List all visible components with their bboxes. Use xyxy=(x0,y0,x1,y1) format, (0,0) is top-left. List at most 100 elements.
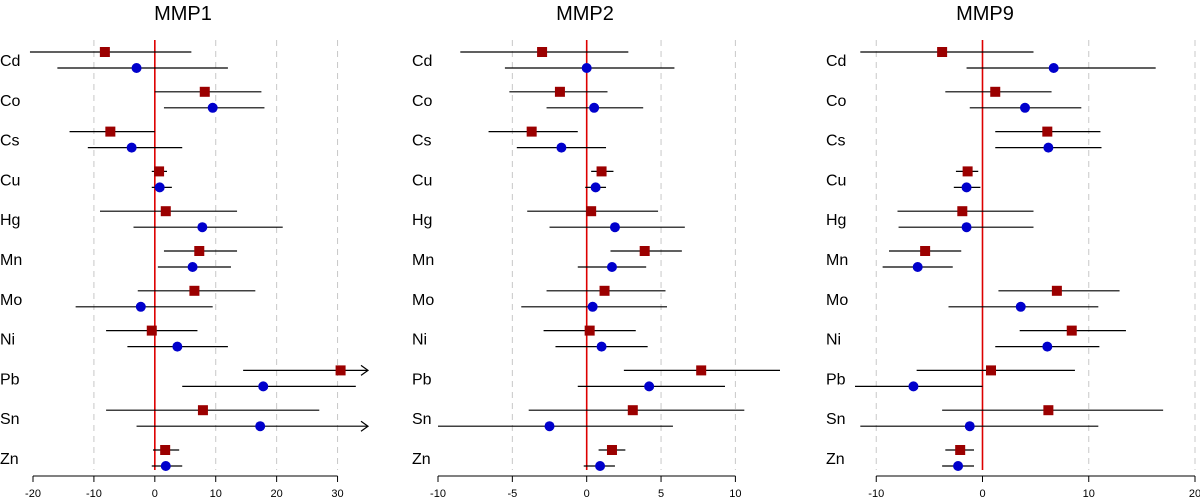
metal-label: Mo xyxy=(0,292,22,309)
x-tick-label: -5 xyxy=(507,488,517,500)
estimate-circle xyxy=(964,421,975,432)
panel-mmp9: MMP9 -10 0 10 20 Cd Co Cs Cu Hg Mn Mo Ni Pb Sn Zn xyxy=(826,3,1200,500)
estimate-square xyxy=(554,86,565,97)
metal-label: Pb xyxy=(412,371,432,388)
x-tick-label: -20 xyxy=(25,488,41,500)
metal-label: Zn xyxy=(412,451,431,468)
metal-label: Sn xyxy=(0,411,20,428)
estimate-square xyxy=(599,285,610,296)
estimate-circle xyxy=(606,262,617,272)
estimate-circle xyxy=(255,421,266,432)
estimate-square xyxy=(696,365,707,376)
x-tick-label: -10 xyxy=(430,488,446,500)
panel-title: MMP1 xyxy=(154,3,212,25)
metal-label: Ni xyxy=(826,332,841,349)
estimate-circle xyxy=(596,341,607,352)
estimate-circle xyxy=(1020,102,1030,113)
estimate-square xyxy=(639,246,650,256)
estimate-square xyxy=(986,365,996,376)
metal-label: Co xyxy=(412,93,433,110)
estimate-square xyxy=(596,166,607,177)
estimate-square xyxy=(955,445,966,455)
metal-label: Co xyxy=(826,93,847,110)
estimate-circle xyxy=(131,63,142,73)
estimate-square xyxy=(160,206,171,217)
estimate-circle xyxy=(1043,142,1054,153)
metal-label: Mn xyxy=(826,252,848,269)
estimate-square xyxy=(962,166,973,177)
estimate-circle xyxy=(197,222,208,233)
estimate-square xyxy=(937,47,948,57)
estimate-circle xyxy=(587,301,598,312)
estimate-circle xyxy=(126,142,137,153)
estimate-square xyxy=(99,47,110,57)
estimate-circle xyxy=(258,381,269,392)
estimate-circle xyxy=(961,182,972,193)
x-tick-label: 10 xyxy=(729,488,741,500)
x-tick-label: 10 xyxy=(210,488,222,500)
estimate-circle xyxy=(953,461,964,471)
estimate-circle xyxy=(590,182,601,193)
estimate-square xyxy=(606,445,617,455)
metal-label: Mo xyxy=(412,292,434,309)
metal-label: Cd xyxy=(0,53,20,70)
x-tick-label: -10 xyxy=(86,488,102,500)
estimate-square xyxy=(537,47,548,57)
metal-label: Mn xyxy=(0,252,22,269)
metal-label: Sn xyxy=(826,411,846,428)
metal-label: Mn xyxy=(412,252,434,269)
estimate-square xyxy=(1066,325,1077,336)
estimate-square xyxy=(990,86,1001,97)
metal-label: Ni xyxy=(412,332,427,349)
estimate-square xyxy=(160,445,171,455)
estimate-circle xyxy=(908,381,919,392)
estimate-circle xyxy=(961,222,972,233)
estimate-square xyxy=(199,86,210,97)
x-tick-label: 0 xyxy=(979,488,985,500)
estimate-square xyxy=(526,126,537,137)
x-tick-label: 20 xyxy=(1189,488,1200,500)
x-tick-label: 30 xyxy=(331,488,343,500)
estimate-circle xyxy=(912,262,923,272)
x-tick-label: 0 xyxy=(584,488,590,500)
estimate-circle xyxy=(595,461,606,471)
metal-label: Cu xyxy=(826,172,846,189)
x-tick-label: 20 xyxy=(271,488,283,500)
metal-label: Cs xyxy=(412,133,432,150)
metal-label: Hg xyxy=(826,212,846,229)
estimate-square xyxy=(957,206,968,217)
estimate-circle xyxy=(556,142,567,153)
panel-title: MMP9 xyxy=(956,3,1014,25)
estimate-circle xyxy=(172,341,183,352)
estimate-circle xyxy=(135,301,146,312)
estimate-square xyxy=(920,246,931,256)
x-tick-label: 0 xyxy=(152,488,158,500)
metal-label: Cu xyxy=(412,172,432,189)
metal-label: Zn xyxy=(826,451,845,468)
x-tick-label: 10 xyxy=(1083,488,1095,500)
estimate-circle xyxy=(207,102,218,113)
panel-mmp1: MMP1 -20 -10 0 10 20 30 Cd Co Cs Cu Hg Mn Mo Ni Pb Sn Zn xyxy=(0,3,370,500)
x-tick-label: -10 xyxy=(868,488,884,500)
ci-arrow xyxy=(360,420,370,432)
metal-label: Co xyxy=(0,93,21,110)
estimate-square xyxy=(146,325,157,336)
estimate-circle xyxy=(160,461,171,471)
metal-label: Zn xyxy=(0,451,19,468)
metal-label: Ni xyxy=(0,332,15,349)
x-tick-label: 5 xyxy=(658,488,664,500)
estimate-circle xyxy=(1048,63,1059,73)
metal-label: Cu xyxy=(0,172,20,189)
estimate-square xyxy=(154,166,165,177)
estimate-circle xyxy=(544,421,555,432)
metal-label: Cd xyxy=(412,53,432,70)
metal-label: Mo xyxy=(826,292,848,309)
estimate-circle xyxy=(609,222,620,233)
panel-mmp2: MMP2 -10 -5 0 5 10 Cd Co Cs Cu Hg Mn Mo Ni Pb Sn Zn xyxy=(412,3,780,500)
estimate-circle xyxy=(581,63,592,73)
metal-label: Pb xyxy=(826,371,846,388)
estimate-circle xyxy=(1042,341,1053,352)
estimate-square xyxy=(189,285,200,296)
metal-label: Cs xyxy=(0,133,20,150)
metal-label: Hg xyxy=(0,212,20,229)
